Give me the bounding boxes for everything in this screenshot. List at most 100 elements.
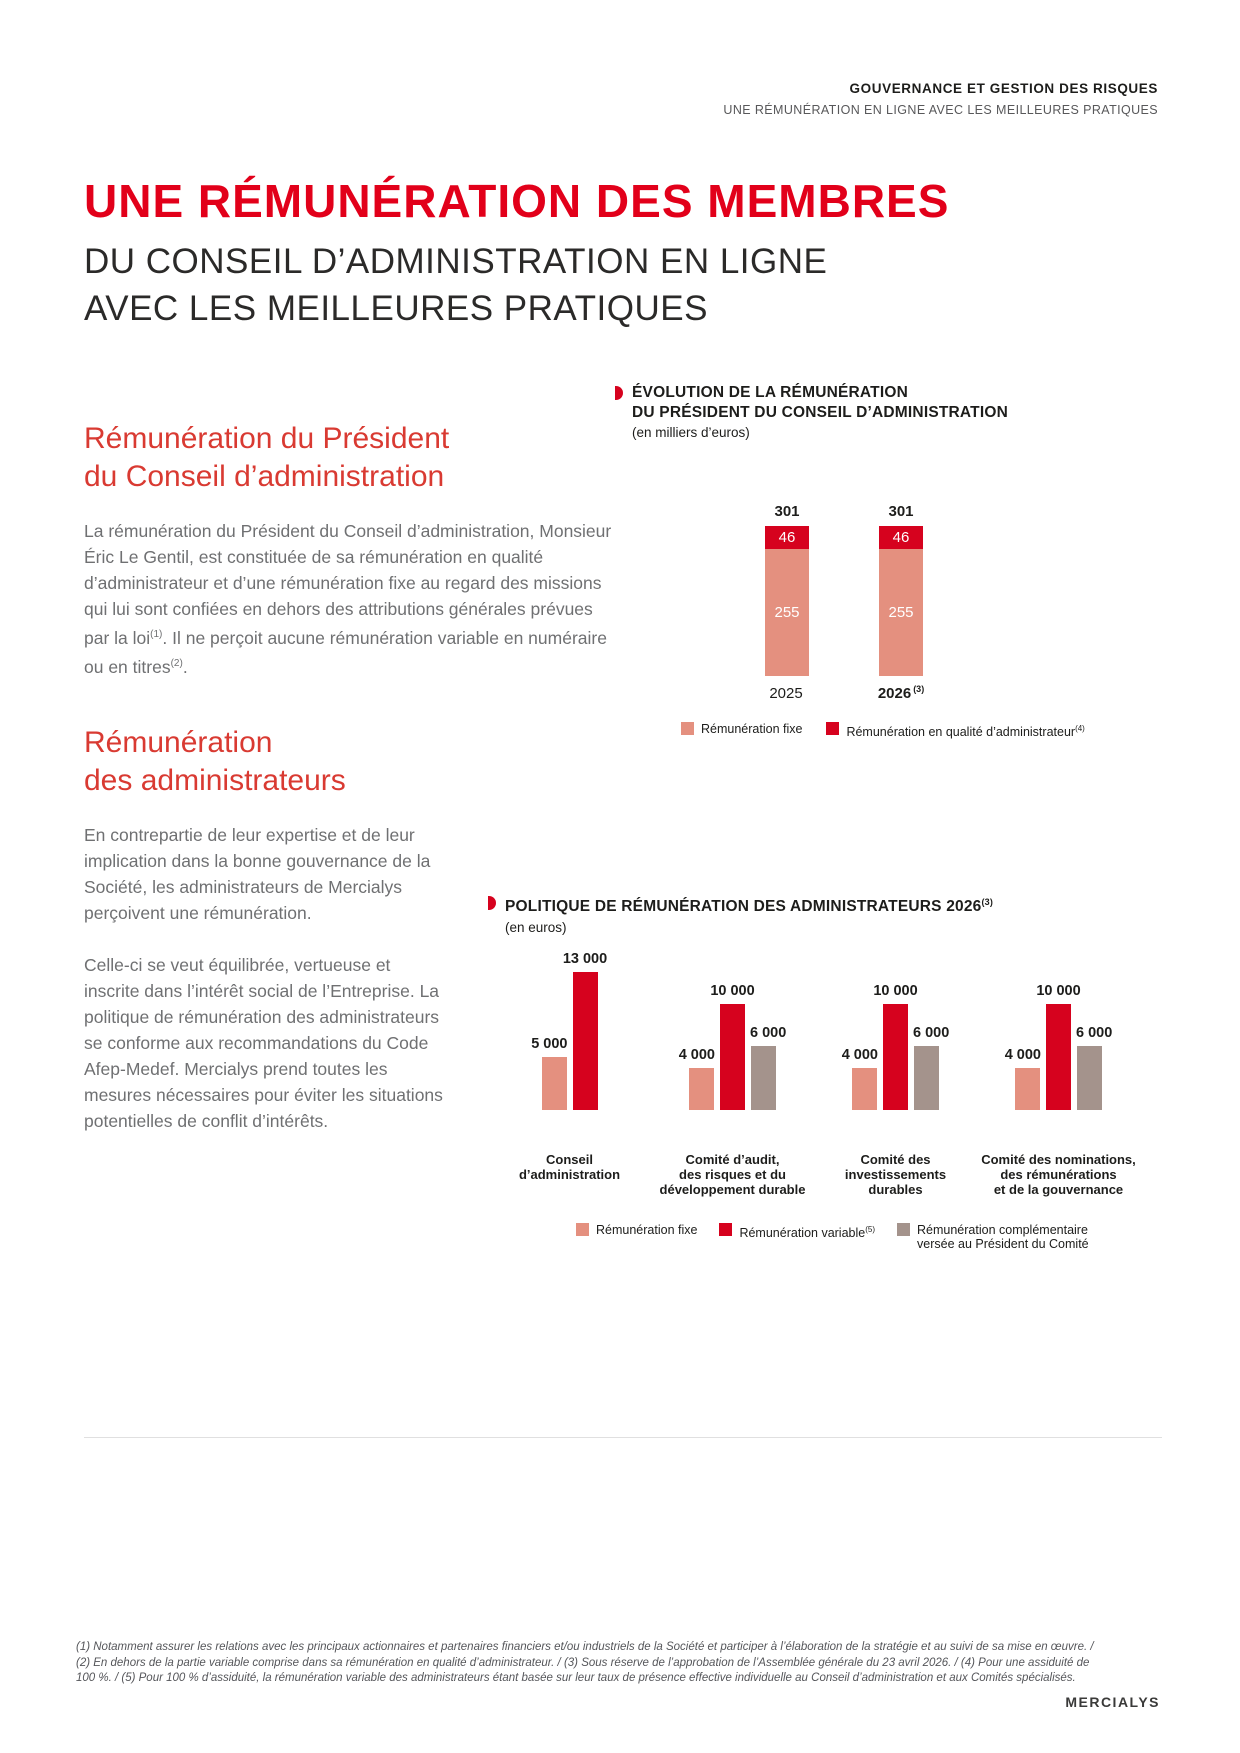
chart-politique-remuneration-administrateurs: POLITIQUE DE RÉMUNÉRATION DES ADMINISTRA… (488, 893, 1168, 1251)
legend-swatch-fixe (681, 722, 694, 735)
bar-value-label: 6 000 (913, 1024, 950, 1041)
section-administrateurs-heading: Rémunération des administrateurs (84, 726, 346, 797)
legend-label: Rémunération variable(5) (739, 1223, 875, 1240)
chart1-legend: Rémunération fixe Rémunération en qualit… (681, 722, 1160, 739)
bar-value-label: 13 000 (562, 950, 608, 967)
page-title-line3: AVEC LES MEILLEURES PRATIQUES (84, 289, 708, 328)
bar-variable: 10 000 (710, 983, 755, 1110)
footnotes: (1) Notamment assurer les relations avec… (76, 1641, 1094, 1684)
chart2-title: POLITIQUE DE RÉMUNÉRATION DES ADMINISTRA… (505, 893, 993, 917)
legend-swatch-fixe (576, 1222, 589, 1236)
bar-value-label: 10 000 (710, 982, 755, 999)
footnote-ref-4: (4) (1075, 724, 1085, 733)
bar-variable: 10 000 (873, 983, 918, 1110)
x-axis-label-2025: 2025 (769, 684, 804, 702)
page-title-line2: DU CONSEIL D’ADMINISTRATION EN LIGNE (84, 242, 828, 281)
section-administrateurs-paragraph-1: En contrepartie de leur expertise et de … (84, 825, 431, 923)
mercialys-logo: MERCIALYS (1065, 1694, 1160, 1710)
bar-segment-fixe: 255 (879, 549, 923, 676)
bar-variable: 10 000 (1036, 983, 1081, 1110)
legend-swatch-variable (719, 1222, 733, 1236)
bar-complementaire: 6 000 (750, 1025, 786, 1110)
bar-segment-value: 46 (778, 529, 796, 546)
legend-label: Rémunération complémentaire versée au Pr… (917, 1222, 1089, 1251)
legend-label: Rémunération fixe (596, 1222, 698, 1237)
bar-value-label: 4 000 (841, 1046, 878, 1063)
bar-fixe: 4 000 (679, 1047, 715, 1110)
bar-segment-value: 46 (892, 529, 910, 546)
running-header-subtitle: UNE RÉMUNÉRATION EN LIGNE AVEC LES MEILL… (723, 103, 1158, 117)
stacked-bar-2026: 301 46 255 2026 (3) (878, 503, 924, 702)
bar-group-investissements: 4 000 10 000 6 000 Comité des investisse… (814, 952, 977, 1197)
section-administrateurs-paragraph-2: Celle-ci se veut équilibrée, vertueuse e… (84, 955, 443, 1131)
legend-label: Rémunération fixe (701, 722, 803, 736)
bar-complementaire: 6 000 (913, 1025, 949, 1110)
bar-value-label: 4 000 (1004, 1046, 1041, 1063)
bar-segment-administrateur: 46 (879, 526, 923, 549)
running-header-title: GOUVERNANCE ET GESTION DES RISQUES (849, 81, 1158, 96)
bar-variable: 13 000 (563, 951, 607, 1110)
chart-bullet-icon (615, 386, 623, 400)
chart-bullet-icon (488, 896, 496, 910)
bar-group-audit: 4 000 10 000 6 000 Comité d’audit, des r… (651, 952, 814, 1197)
bar-group-bars: 4 000 10 000 6 000 (651, 952, 814, 1110)
legend-label-text: Rémunération variable (739, 1225, 866, 1240)
chart1-unit: (en milliers d’euros) (632, 425, 750, 440)
chart1-title: ÉVOLUTION DE LA RÉMUNÉRATION DU PRÉSIDEN… (632, 384, 1008, 421)
legend-swatch-administrateur (826, 722, 840, 735)
running-header: GOUVERNANCE ET GESTION DES RISQUES UNE R… (723, 81, 1158, 117)
footnote-ref-3: (3) (981, 897, 994, 907)
bar-fixe: 5 000 (531, 1036, 568, 1110)
page-title-line1: UNE RÉMUNÉRATION DES MEMBRES (84, 175, 950, 227)
chart1-plot-area: 301 46 255 2025 301 46 255 2026 (3) (765, 503, 1160, 702)
bar-segment-value: 255 (888, 604, 914, 621)
bar-complementaire: 6 000 (1076, 1025, 1112, 1110)
category-label-audit: Comité d’audit, des risques et du dévelo… (659, 1151, 806, 1197)
legend-item-fixe: Rémunération fixe (681, 722, 802, 736)
legend-item-variable: Rémunération variable(5) (719, 1222, 875, 1240)
legend-swatch-complementaire (897, 1222, 910, 1236)
chart1-header: ÉVOLUTION DE LA RÉMUNÉRATION DU PRÉSIDEN… (615, 383, 1160, 440)
bar-group-bars: 5 000 13 000 (488, 951, 651, 1110)
bar-group-bars: 4 000 10 000 6 000 (977, 952, 1140, 1110)
x-axis-label-2026: 2026 (3) (878, 684, 924, 702)
bar-value-label: 10 000 (1036, 982, 1081, 999)
chart2-legend: Rémunération fixe Rémunération variable(… (576, 1222, 1168, 1251)
bar-value-label: 10 000 (873, 982, 918, 999)
bar-fixe: 4 000 (1005, 1047, 1041, 1110)
footnote-ref-2: (2) (170, 657, 183, 669)
legend-item-complementaire: Rémunération complémentaire versée au Pr… (897, 1222, 1089, 1251)
section-president-paragraph: La rémunération du Président du Conseil … (84, 518, 619, 680)
bar-group-conseil: 5 000 13 000 Conseil d’administration (488, 951, 651, 1197)
bar-total-label: 301 (888, 503, 914, 520)
x-axis-year: 2026 (877, 685, 912, 702)
bar-value-label: 5 000 (531, 1035, 568, 1052)
footnote-ref-3: (3) (913, 684, 925, 694)
bar-segment-fixe: 255 (765, 549, 809, 676)
bar-value-label: 6 000 (1076, 1024, 1113, 1041)
category-label-investissements: Comité des investissements durables (844, 1151, 947, 1197)
footnote-ref-5: (5) (865, 1224, 875, 1234)
section-president-heading: Rémunération du Président du Conseil d’a… (84, 422, 450, 493)
legend-item-fixe: Rémunération fixe (576, 1222, 698, 1237)
footer-divider (84, 1437, 1162, 1438)
chart2-unit: (en euros) (505, 919, 567, 935)
legend-label-text: Rémunération en qualité d’administrateur (846, 725, 1076, 740)
chart-evolution-remuneration-president: ÉVOLUTION DE LA RÉMUNÉRATION DU PRÉSIDEN… (615, 383, 1160, 739)
legend-label: Rémunération en qualité d’administrateur… (846, 722, 1084, 739)
legend-item-administrateur: Rémunération en qualité d’administrateur… (826, 722, 1085, 739)
category-label-conseil: Conseil d’administration (518, 1151, 621, 1182)
chart2-header: POLITIQUE DE RÉMUNÉRATION DES ADMINISTRA… (488, 893, 1168, 935)
chart2-plot-area: 5 000 13 000 Conseil d’administration 4 … (488, 951, 1168, 1197)
bar-group-bars: 4 000 10 000 6 000 (814, 952, 977, 1110)
chart2-title-text: POLITIQUE DE RÉMUNÉRATION DES ADMINISTRA… (505, 898, 982, 916)
bar-segment-administrateur: 46 (765, 526, 809, 549)
bar-total-label: 301 (774, 503, 800, 520)
paragraph-text: La rémunération du Président du Conseil … (84, 521, 612, 648)
category-label-nominations: Comité des nominations, des rémunération… (981, 1151, 1136, 1197)
bar-group-nominations: 4 000 10 000 6 000 Comité des nomination… (977, 952, 1140, 1197)
paragraph-text: . (182, 656, 188, 677)
bar-value-label: 4 000 (678, 1046, 715, 1063)
page-title: UNE RÉMUNÉRATION DES MEMBRES DU CONSEIL … (84, 178, 949, 332)
